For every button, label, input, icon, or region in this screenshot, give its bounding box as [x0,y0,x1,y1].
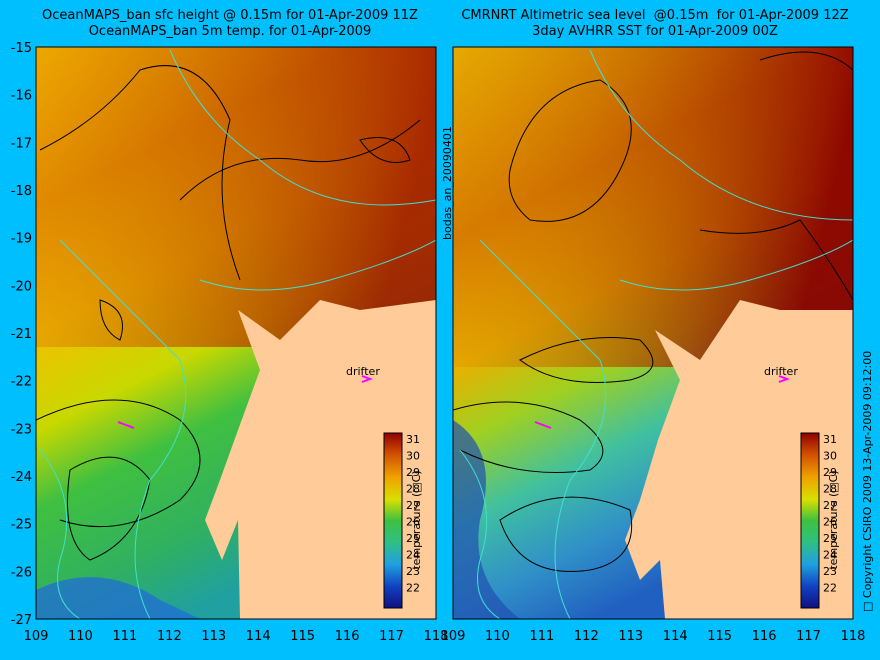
left-land [205,300,436,619]
right-colorbar-label: temperature (□C) [827,470,840,569]
left-colorbar: 31 30 29 28 27 26 25 24 23 22 temperature (□C) [383,432,423,609]
left-drifter-arrow [361,375,373,383]
lon-label: 109 [441,629,466,644]
left-colorbar-label: temperature (□C) [410,470,423,569]
lat-label: -27 [11,613,32,628]
colorbar-tick: 23 [406,565,420,578]
lat-label: -24 [11,470,32,485]
left-drifter-track [117,421,135,429]
colorbar-tick: 28 [406,483,420,496]
right-land [625,300,853,619]
lon-label: 110 [68,629,93,644]
colorbar-tick: 30 [823,450,837,463]
colorbar-tick: 22 [406,582,420,595]
lon-label: 115 [290,629,315,644]
right-colorbar: 31 30 29 28 27 26 25 24 23 22 temperature (□C) [800,432,840,609]
colorbar-tick: 31 [823,433,837,446]
lat-label: -23 [11,422,32,437]
lon-label: 109 [24,629,49,644]
right-sst-map [453,47,853,619]
lat-label: -18 [11,184,32,199]
colorbar-tick: 26 [823,516,837,529]
colorbar-tick: 27 [823,499,837,512]
lat-label: -16 [11,89,32,104]
lon-label: 116 [335,629,360,644]
lat-label: -26 [11,565,32,580]
lon-label: 112 [574,629,599,644]
left-sst-map [36,47,436,619]
lon-label: 114 [246,629,271,644]
colorbar-tick: 31 [406,433,420,446]
right-drifter-label: drifter [764,365,798,378]
colorbar-tick: 23 [823,565,837,578]
colorbar-tick: 30 [406,450,420,463]
right-map-title: CMRNRT Altimetric sea level @0.15m for 0… [440,8,870,40]
right-drifter-track [534,421,552,429]
latitude-axis-labels: -15 -16 -17 -18 -19 -20 -21 -22 -23 -24 -25 -26 -27 [11,41,32,628]
left-longitude-axis-labels: 109 110 111 112 113 114 115 116 117 118 [24,629,449,644]
lat-label: -25 [11,518,32,533]
right-title-line1: CMRNRT Altimetric sea level @0.15m for 0… [461,8,849,23]
right-drifter-arrow [778,375,790,383]
copyright-label: □ Copyright CSIRO 2009 13-Apr-2009 09:12… [861,350,874,612]
lat-label: -20 [11,279,32,294]
lat-label: -17 [11,136,32,151]
colorbar-tick: 24 [406,549,420,562]
left-title-line2: OceanMAPS_ban 5m temp. for 01-Apr-2009 [88,24,372,39]
colorbar-tick: 28 [823,483,837,496]
left-map-title: OceanMAPS_ban sfc height @ 0.15m for 01-… [20,8,440,40]
right-sea-level-contours [453,51,853,572]
colorbar-tick: 27 [406,499,420,512]
colorbar-tick: 24 [823,549,837,562]
lon-label: 117 [379,629,404,644]
colorbar-tick: 29 [406,466,420,479]
lon-label: 112 [157,629,182,644]
right-longitude-axis-labels: 109 110 111 112 113 114 115 116 117 118 [441,629,866,644]
left-drifter-label: drifter [346,365,380,378]
lat-label: -19 [11,232,32,247]
colorbar-tick: 25 [823,532,837,545]
lon-label: 118 [424,629,449,644]
drifter-markers [117,375,790,429]
lon-label: 111 [112,629,137,644]
lon-label: 117 [796,629,821,644]
colorbar-tick: 22 [823,582,837,595]
lon-label: 118 [841,629,866,644]
left-title-line1: OceanMAPS_ban sfc height @ 0.15m for 01-… [42,8,418,23]
lon-label: 115 [707,629,732,644]
lon-label: 113 [201,629,226,644]
lon-label: 116 [752,629,777,644]
colorbar-tick: 26 [406,516,420,529]
lon-label: 110 [485,629,510,644]
lat-label: -21 [11,327,32,342]
left-sea-level-contours [36,65,421,561]
lat-label: -15 [11,41,32,56]
lon-label: 113 [618,629,643,644]
lat-label: -22 [11,375,32,390]
colorbar-tick: 25 [406,532,420,545]
right-title-line2: 3day AVHRR SST for 01-Apr-2009 00Z [532,24,778,39]
lon-label: 111 [529,629,554,644]
colorbar-tick: 29 [823,466,837,479]
right-bathymetry-contours [459,49,853,619]
left-bathymetry-contours [39,49,436,619]
lon-label: 114 [663,629,688,644]
run-id-label: bodas_an_20090401 [441,126,454,240]
